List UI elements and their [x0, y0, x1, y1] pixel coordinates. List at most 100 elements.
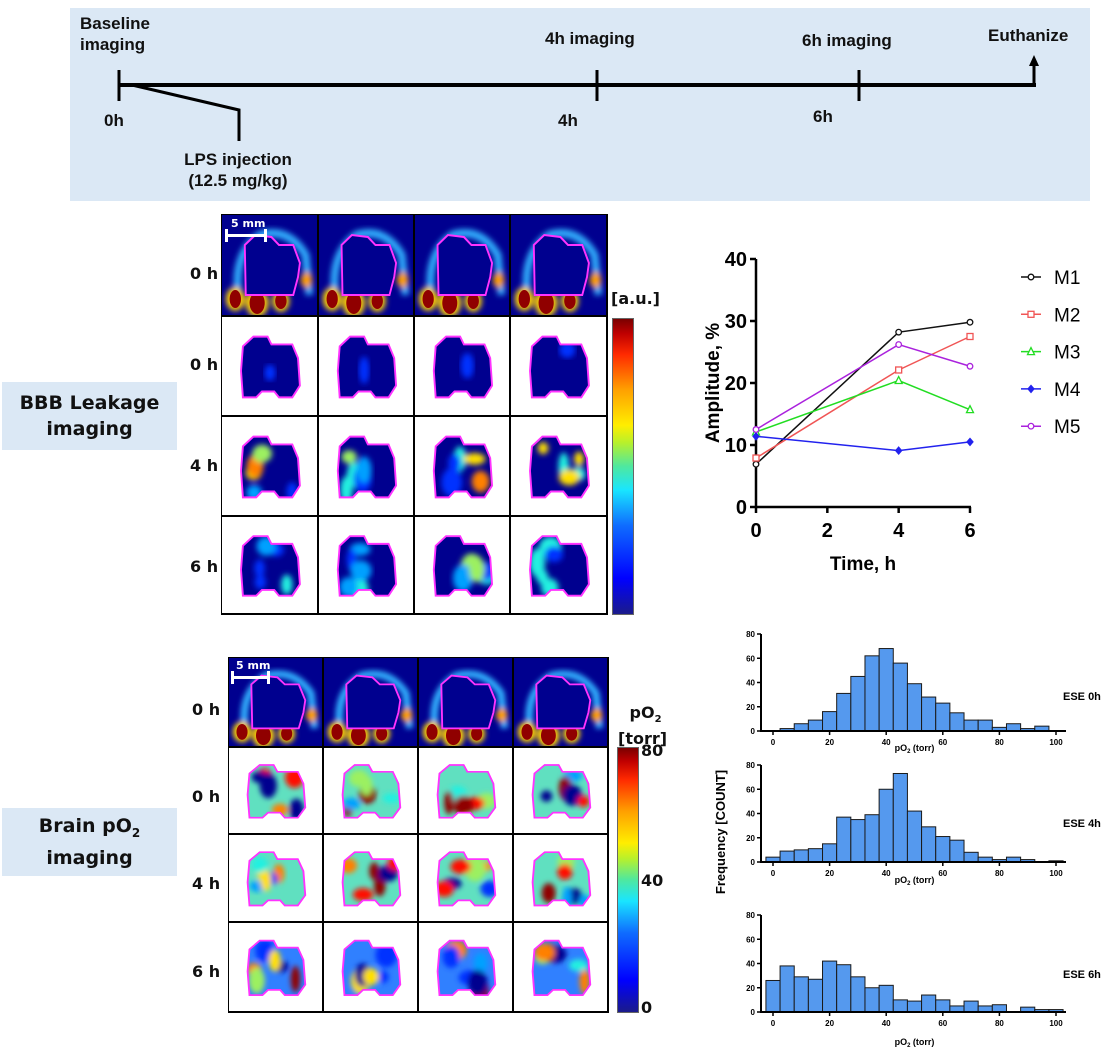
x-tick-label: 20	[825, 869, 834, 878]
po2-scale-bar-label: 5 mm	[236, 659, 271, 672]
histogram-bar	[935, 702, 951, 732]
anatomy-image-cell	[324, 658, 417, 746]
bbb-image-grid	[221, 214, 608, 615]
y-axis-label: Amplitude, %	[703, 323, 724, 443]
arrow-up-icon	[1029, 55, 1039, 66]
x-axis-label: pO2 (torr)	[895, 875, 935, 887]
po2-map-cell	[514, 748, 607, 833]
histogram-bar	[836, 692, 852, 732]
euthanize-label: Euthanize	[988, 26, 1069, 45]
po2-histograms: 0 20 40 60 80 0 20 40 60 80 100 pO2 (torr) ESE 0h 0 20…	[713, 630, 1101, 1049]
series-m3	[751, 375, 975, 436]
bbb-map-cell	[511, 317, 606, 415]
roi-outline	[440, 674, 497, 730]
data-point	[966, 318, 974, 326]
bbb-colorbar-label: [a.u.]	[611, 289, 660, 308]
po2-map-cell	[514, 923, 607, 1011]
time-4h: 4h	[558, 111, 578, 130]
histogram-bar	[921, 696, 937, 732]
po2-colorbar	[617, 747, 639, 1013]
histogram-3: 0 20 40 60 80 0 20 40 60 80 100 pO2 (torr) ESE 6h	[746, 911, 1101, 1049]
legend-item: M3	[1021, 343, 1080, 364]
lps-dose: (12.5 mg/kg)	[188, 171, 288, 190]
y-tick-label: 20	[746, 984, 755, 993]
histogram-title: ESE 6h	[1063, 969, 1101, 981]
x-tick-label: 60	[938, 1019, 947, 1028]
bbb-map-cell	[222, 317, 317, 415]
y-tick-label: 20	[746, 703, 755, 712]
histogram-bar	[892, 662, 908, 732]
po2-title-line2: imaging	[46, 847, 133, 870]
po2-cb-sub: 2	[654, 714, 662, 726]
roi-outline	[341, 939, 402, 997]
histogram-bar	[963, 719, 979, 732]
lps-line1: LPS injection	[184, 150, 292, 169]
histogram-bar	[921, 826, 937, 863]
histogram-bar	[935, 836, 951, 863]
histogram-title: ESE 4h	[1063, 818, 1101, 830]
x-tick-label: 0	[750, 520, 761, 542]
roi-outline	[436, 939, 497, 997]
bbb-scale-bar-label: 5 mm	[231, 217, 266, 230]
y-tick-label: 40	[746, 960, 755, 969]
legend-label: M4	[1054, 380, 1081, 401]
injection-pointer	[131, 83, 241, 141]
roi-outline	[531, 764, 592, 819]
po2-map-cell	[419, 923, 512, 1011]
amplitude-line-chart: 0 10 20 30 40 0 2 4 6 Time, h Amplitude, % M1 M2 M3 M4…	[703, 249, 1081, 575]
time-6h: 6h	[813, 107, 833, 126]
po2-map-cell	[229, 923, 322, 1011]
histogram-1: 0 20 40 60 80 0 20 40 60 80 100 pO2 (torr) ESE 0h	[746, 630, 1101, 755]
bbb-colorbar	[612, 318, 634, 615]
bbb-panel-title: BBB Leakage imaging	[2, 382, 177, 450]
legend-label: M1	[1054, 268, 1080, 289]
po2-cb-prefix: pO	[629, 703, 655, 722]
roi-outline	[531, 939, 592, 997]
po2-row-label: 0 h	[192, 700, 221, 719]
data-point	[895, 366, 903, 374]
roi-outline	[531, 851, 592, 907]
x-tick-label: 2	[822, 520, 833, 542]
bbb-title-line1: BBB Leakage	[19, 392, 160, 414]
po2-panel-title: Brain pO2 imaging	[2, 808, 177, 876]
baseline-imaging-label: Baseline imaging	[80, 13, 150, 55]
series-line	[755, 379, 971, 433]
histogram-bar	[850, 819, 866, 863]
po2-map-cell	[419, 835, 512, 921]
legend-marker	[1026, 346, 1036, 356]
histogram-bar	[864, 655, 880, 732]
anatomy-image-cell	[511, 215, 606, 315]
data-point	[966, 437, 974, 447]
series-m5	[752, 341, 974, 433]
histogram-bar	[991, 1004, 1007, 1013]
bbb-scale-bar	[225, 229, 267, 242]
y-tick-label: 40	[746, 679, 755, 688]
y-tick-label: 20	[746, 834, 755, 843]
po2-scale-bar	[231, 671, 270, 684]
histogram-bar	[963, 851, 979, 863]
x-tick-label: 100	[1049, 869, 1063, 878]
bbb-map-cell	[415, 417, 509, 515]
po2-map-cell	[419, 748, 512, 833]
bbb-map-cell	[319, 517, 413, 613]
imaging-6h-label: 6h imaging	[802, 31, 892, 50]
roi-outline	[432, 535, 494, 597]
data-point	[895, 328, 903, 336]
legend-item: M4	[1021, 380, 1081, 401]
bbb-row-label: 0 h	[190, 355, 219, 374]
roi-outline	[340, 233, 398, 296]
x-tick-label: 40	[882, 738, 891, 747]
histogram-bar	[977, 719, 993, 732]
histogram-bar	[906, 810, 923, 863]
data-point	[894, 375, 904, 385]
x-tick-label: 20	[825, 738, 834, 747]
x-tick-label: 80	[995, 738, 1004, 747]
imaging-4h-label: 4h imaging	[545, 29, 635, 48]
anatomy-image-cell	[319, 215, 413, 315]
x-tick-label: 40	[882, 869, 891, 878]
y-tick-label: 80	[746, 911, 755, 920]
legend-marker	[1027, 310, 1035, 318]
bbb-map-cell	[511, 417, 606, 515]
legend-marker	[1027, 422, 1035, 430]
x-tick-label: 60	[938, 869, 947, 878]
